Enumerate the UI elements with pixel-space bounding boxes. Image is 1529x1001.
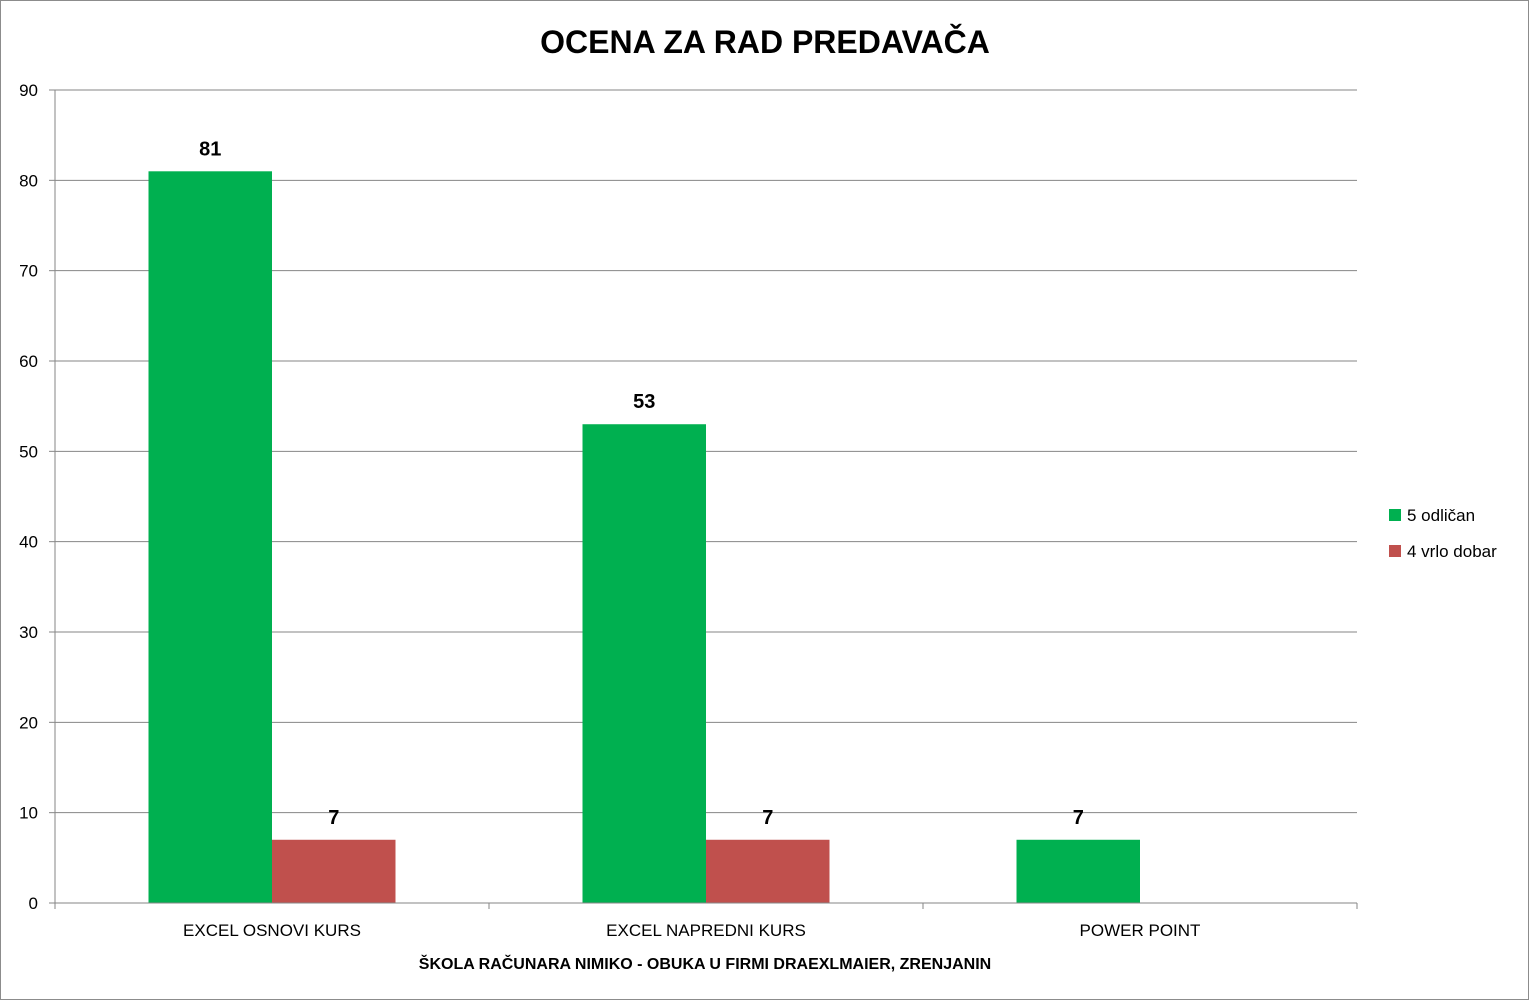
y-tick-label: 60 xyxy=(19,352,38,371)
y-tick-label: 20 xyxy=(19,713,38,732)
category-labels: EXCEL OSNOVI KURS EXCEL NAPREDNI KURS POWE… xyxy=(183,921,1200,940)
legend-label: 5 odličan xyxy=(1407,506,1475,525)
legend-swatch xyxy=(1389,545,1401,557)
data-label: 7 xyxy=(762,807,773,829)
category-label: EXCEL NAPREDNI KURS xyxy=(606,921,806,940)
data-label: 53 xyxy=(633,391,655,413)
bar xyxy=(582,424,706,903)
axes xyxy=(54,90,1358,909)
bar xyxy=(1016,839,1140,903)
y-axis-ticks: 0 10 20 30 40 50 60 70 80 90 xyxy=(19,81,55,913)
y-tick-label: 80 xyxy=(19,171,38,190)
category-label: POWER POINT xyxy=(1080,921,1201,940)
category-label: EXCEL OSNOVI KURS xyxy=(183,921,361,940)
bar xyxy=(272,839,396,903)
legend-swatch xyxy=(1389,509,1401,521)
legend: 5 odličan 4 vrlo dobar xyxy=(1389,506,1497,561)
data-labels: 81 7 53 7 7 xyxy=(199,138,1084,828)
x-axis-label: ŠKOLA RAČUNARA NIMIKO - OBUKA U FIRMI DR… xyxy=(419,954,991,973)
data-label: 7 xyxy=(1073,807,1084,829)
y-tick-label: 40 xyxy=(19,533,38,552)
data-label: 81 xyxy=(199,138,221,160)
y-tick-label: 0 xyxy=(29,894,38,913)
y-tick-label: 90 xyxy=(19,81,38,100)
y-tick-label: 50 xyxy=(19,442,38,461)
data-label: 7 xyxy=(328,807,339,829)
y-tick-label: 70 xyxy=(19,262,38,281)
y-tick-label: 30 xyxy=(19,623,38,642)
legend-label: 4 vrlo dobar xyxy=(1407,542,1497,561)
y-tick-label: 10 xyxy=(19,804,38,823)
bar xyxy=(148,171,272,904)
bar xyxy=(706,839,830,903)
chart-title: OCENA ZA RAD PREDAVAČA xyxy=(540,24,990,60)
bars xyxy=(148,171,1140,904)
